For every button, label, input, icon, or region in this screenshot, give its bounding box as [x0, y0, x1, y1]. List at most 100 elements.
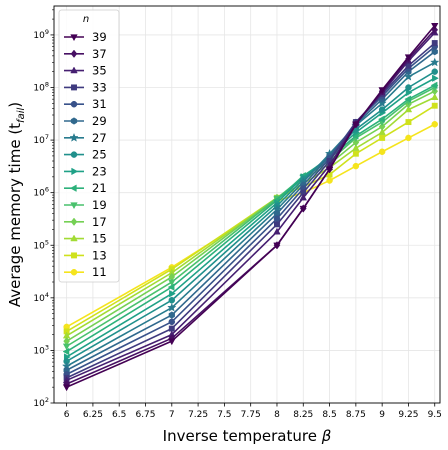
data-point [299, 205, 307, 213]
legend-label: 19 [92, 198, 107, 212]
legend-marker [70, 202, 78, 210]
x-tick-label: 6.25 [83, 410, 103, 420]
y-tick-label: 104 [33, 291, 49, 304]
x-tick-label: 7.5 [217, 410, 231, 420]
data-point [326, 177, 333, 184]
legend-marker [70, 234, 78, 242]
data-point [431, 121, 438, 128]
data-point [167, 283, 175, 291]
grid [54, 6, 440, 404]
data-point [62, 347, 70, 356]
y-tick-label: 105 [33, 238, 49, 251]
legend-marker [71, 167, 79, 176]
legend-marker [70, 151, 78, 158]
legend-label: 29 [92, 114, 107, 128]
legend-label: 35 [92, 64, 107, 78]
x-tick-label: 6.75 [135, 410, 155, 420]
data-point [405, 88, 413, 97]
legend-item: 39 [64, 30, 107, 44]
legend-item: 35 [64, 64, 107, 78]
legend-marker [69, 184, 77, 192]
x-tick-label: 9.25 [398, 410, 418, 420]
data-point [299, 193, 307, 201]
data-point [404, 54, 413, 62]
x-tick-label: 7.75 [241, 410, 261, 420]
data-point [431, 102, 438, 109]
data-point [404, 95, 412, 103]
legend-marker [70, 268, 78, 276]
legend-title: n [83, 14, 89, 25]
legend-marker [69, 132, 79, 142]
legend-label: 33 [92, 80, 107, 94]
x-axis-label: Inverse temperature β [163, 427, 332, 445]
data-point [167, 302, 177, 312]
y-tick-label: 106 [33, 186, 49, 199]
data-point [378, 148, 386, 156]
data-point [352, 121, 360, 129]
legend-label: 23 [92, 164, 107, 178]
data-point [430, 57, 440, 67]
legend-item: 25 [64, 148, 107, 162]
data-point [431, 40, 438, 47]
legend-item: 27 [64, 131, 107, 145]
legend-item: 11 [64, 265, 107, 279]
x-tick-label: 8 [274, 410, 280, 420]
data-point [405, 134, 412, 142]
legend-marker [70, 66, 78, 74]
legend-item: 29 [64, 114, 107, 128]
legend-item: 13 [64, 248, 107, 262]
x-tick-label: 6.5 [112, 410, 126, 420]
data-point [378, 87, 386, 95]
legend-label: 39 [92, 30, 107, 44]
legend-box [58, 9, 120, 283]
x-tick-label: 8.75 [346, 410, 366, 420]
y-tick-label: 108 [33, 81, 49, 94]
data-point [430, 81, 438, 90]
data-point [168, 318, 176, 326]
data-point [405, 119, 412, 126]
y-tick-label: 102 [33, 396, 49, 409]
x-tick-label: 9.5 [428, 410, 442, 420]
data-point [169, 289, 176, 298]
x-tick-label: 8.5 [322, 410, 336, 420]
legend-item: 17 [64, 215, 107, 229]
legend-label: 11 [92, 265, 107, 279]
series-39 [62, 23, 439, 392]
data-point [168, 338, 176, 346]
data-point [431, 23, 439, 30]
data-point [168, 296, 176, 304]
data-point [352, 162, 360, 170]
data-point [379, 134, 386, 141]
legend-label: 17 [92, 215, 107, 229]
data-point [352, 138, 360, 147]
data-point [274, 221, 280, 228]
legend-item: 21 [64, 181, 107, 195]
legend-label: 13 [92, 248, 107, 262]
data-point [431, 48, 438, 56]
ticks: 6 6.25 6.5 6.75 7 7.25 7.5 7.75 8 8.25 8.5 8.75 9 9.2… [33, 9, 442, 420]
legend-item: 31 [64, 97, 107, 111]
data-point [168, 279, 176, 287]
data-point [378, 115, 385, 123]
legend-item: 33 [64, 80, 107, 94]
data-point [431, 93, 439, 100]
legend: n39 37 35 33 31 29 27 25 23 21 19 17 15 13 11 [58, 9, 120, 283]
data-point [273, 242, 281, 250]
legend-item: 37 [64, 47, 107, 61]
data-point [405, 84, 412, 91]
data-point [378, 128, 386, 136]
data-point [431, 68, 438, 75]
legend-marker [70, 34, 78, 42]
legend-label: 37 [92, 47, 107, 61]
x-tick-label: 7.25 [188, 410, 208, 420]
legend-marker [71, 84, 77, 91]
legend-label: 27 [92, 131, 107, 145]
data-point [325, 166, 334, 174]
data-point [62, 343, 71, 351]
y-tick-label: 103 [33, 343, 49, 356]
series-layer [61, 23, 440, 392]
x-tick-label: 8.25 [293, 410, 313, 420]
x-tick-label: 7 [169, 410, 175, 420]
y-tick-label: 107 [33, 133, 49, 146]
legend-marker [70, 100, 78, 108]
